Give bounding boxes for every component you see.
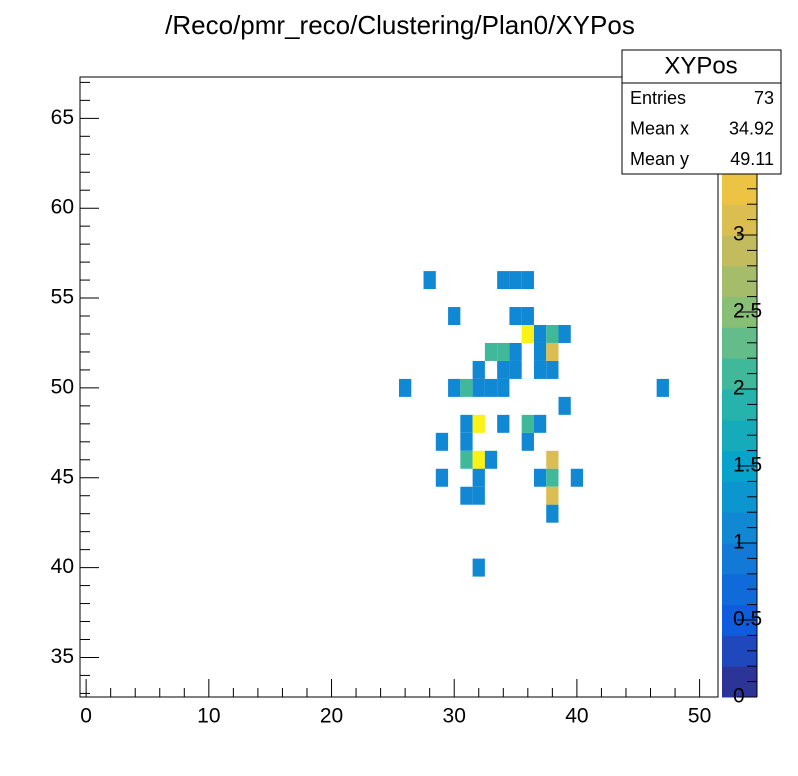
cell	[448, 378, 461, 397]
y-tick-label: 35	[51, 645, 74, 668]
cell	[558, 325, 571, 343]
cell	[484, 450, 498, 469]
z-tick-label: 0.5	[733, 608, 762, 631]
stats-frame	[621, 49, 782, 175]
y-tick-label: 45	[51, 465, 74, 488]
cell	[509, 271, 522, 290]
chart-title: /Reco/pmr_reco/Clustering/Plan0/XYPos	[165, 10, 635, 40]
stats-label: Entries	[630, 88, 686, 108]
cell	[423, 271, 436, 290]
cell	[521, 414, 534, 433]
y-tick-label: 60	[51, 196, 74, 219]
color-bar: 00.511.522.533.5	[722, 80, 762, 708]
stats-title: XYPos	[664, 52, 737, 79]
cell	[533, 360, 547, 379]
cell	[546, 486, 559, 505]
cell	[533, 414, 547, 433]
cell	[546, 360, 559, 379]
cell	[460, 414, 473, 433]
cell	[509, 307, 522, 325]
cell	[546, 342, 559, 361]
z-tick-label: 2.5	[733, 300, 762, 323]
cell	[435, 432, 449, 451]
cell	[460, 432, 473, 451]
cell	[521, 325, 534, 343]
cell	[472, 558, 485, 577]
x-tick-label: 10	[197, 705, 220, 728]
stats-value: 34.92	[729, 118, 774, 138]
x-tick-label: 20	[320, 705, 343, 728]
cell	[448, 307, 461, 325]
cell	[497, 271, 510, 290]
cell	[546, 468, 559, 487]
y-tick-label: 40	[51, 555, 74, 578]
stats-label: Mean y	[630, 149, 689, 169]
cell	[472, 360, 485, 379]
cell	[497, 342, 510, 361]
stats-box: XYPos Entries 73 Mean x 34.92 Mean y 49.11	[621, 49, 782, 175]
cell	[484, 342, 498, 361]
y-tick-label: 65	[51, 106, 74, 129]
cell	[435, 468, 449, 487]
z-tick-label: 2	[733, 377, 745, 400]
cell	[460, 450, 473, 469]
cell	[521, 271, 534, 290]
cell	[460, 378, 473, 397]
cell	[472, 486, 485, 505]
cell	[472, 378, 485, 397]
cell	[570, 468, 584, 487]
y-tick-label: 55	[51, 286, 74, 309]
cell	[546, 325, 559, 343]
cell	[497, 378, 510, 397]
x-tick-label: 50	[688, 705, 711, 728]
cell	[460, 486, 473, 505]
cell	[472, 468, 485, 487]
z-tick-label: 3	[733, 223, 745, 246]
plot-frame	[79, 76, 719, 698]
cell	[558, 396, 571, 415]
cell	[546, 504, 559, 523]
z-tick-label: 1	[733, 531, 745, 554]
cell	[521, 307, 534, 325]
cell	[472, 450, 485, 469]
cell	[399, 378, 412, 397]
cells	[399, 271, 669, 577]
cell	[484, 378, 498, 397]
stats-label: Mean x	[630, 118, 689, 138]
cell	[497, 414, 510, 433]
cell	[533, 325, 547, 343]
cell	[509, 342, 522, 361]
cell	[533, 342, 547, 361]
cell	[656, 378, 669, 397]
x-tick-label: 30	[443, 705, 466, 728]
y-tick-label: 50	[51, 375, 74, 398]
cell	[546, 450, 559, 469]
x-tick-label: 40	[565, 705, 588, 728]
cell	[533, 468, 547, 487]
z-tick-label: 1.5	[733, 454, 762, 477]
cell	[509, 360, 522, 379]
z-tick-label: 0	[733, 685, 745, 708]
stats-value: 73	[754, 88, 774, 108]
cell	[521, 432, 534, 451]
cell	[472, 414, 485, 433]
stats-value: 49.11	[730, 149, 774, 169]
axes: 0 10 20 30 40 50 35 40 45 50 55 60 65	[51, 76, 719, 728]
cell	[497, 360, 510, 379]
x-tick-label: 0	[80, 705, 92, 728]
